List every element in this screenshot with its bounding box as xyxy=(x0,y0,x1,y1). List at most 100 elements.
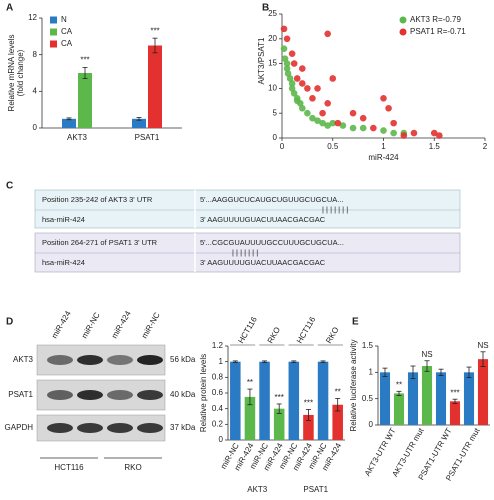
subgroup-label: HCT116 xyxy=(236,315,259,345)
legend-label: CA xyxy=(61,39,73,48)
bar xyxy=(303,414,314,440)
bar xyxy=(393,393,405,425)
base-pairs: | | | | | | | xyxy=(322,205,348,214)
y-tick-label: 0.6 xyxy=(212,388,224,397)
band xyxy=(47,390,73,400)
panel-label: B xyxy=(262,3,269,14)
point xyxy=(319,119,326,127)
mirna-sequence: 3' AAGUUUUGUACUUAACGACGAC xyxy=(200,215,326,224)
sequence-box xyxy=(34,189,461,229)
point xyxy=(430,129,438,137)
point xyxy=(309,114,316,122)
y-axis-label: Relative mRNA levels xyxy=(7,35,16,112)
y-tick-label: 10 xyxy=(268,84,277,93)
point xyxy=(299,104,306,112)
subgroup-label: RKO xyxy=(324,326,340,346)
point xyxy=(290,60,298,67)
y-tick-label: 0 xyxy=(369,420,374,429)
y-tick-label: 5 xyxy=(273,108,278,117)
y-tick-label: 25 xyxy=(268,9,277,18)
base-pairs: | | | | | | | xyxy=(232,248,258,257)
point xyxy=(314,85,321,92)
y-tick-label: 8 xyxy=(33,50,38,59)
point xyxy=(380,127,387,134)
point xyxy=(314,117,321,124)
legend-swatch xyxy=(50,16,57,24)
x-axis-label: miR-424 xyxy=(368,153,399,162)
point xyxy=(280,25,288,33)
mirna-name: hsa-miR-424 xyxy=(42,215,85,224)
point xyxy=(400,132,408,139)
annotation: ** xyxy=(396,380,402,389)
point xyxy=(324,30,331,38)
panel-label: E xyxy=(352,317,359,328)
band xyxy=(77,423,103,433)
protein-label: AKT3 xyxy=(13,355,34,364)
band xyxy=(47,355,73,365)
point xyxy=(319,109,326,117)
y-tick-label: 1.5 xyxy=(362,341,374,350)
bar xyxy=(148,45,162,128)
point xyxy=(410,129,418,137)
point xyxy=(304,85,311,92)
bar xyxy=(477,359,489,425)
y-tick-label: 4 xyxy=(33,86,38,95)
point xyxy=(339,122,347,129)
y-axis-label: (fold change) xyxy=(16,49,25,96)
lane-label: miR-424 xyxy=(110,309,133,340)
bar xyxy=(78,73,92,128)
bar xyxy=(449,401,461,425)
protein-label: GAPDH xyxy=(5,423,34,432)
y-tick-label: 0.5 xyxy=(362,394,374,403)
size-label: 40 kDa xyxy=(170,390,196,399)
point xyxy=(359,124,367,132)
y-tick-label: 0 xyxy=(273,133,278,142)
band xyxy=(107,390,133,400)
point xyxy=(359,114,367,122)
point xyxy=(324,99,331,107)
point xyxy=(329,75,337,82)
subgroup-label: RKO xyxy=(266,326,282,346)
cell-line-label: HCT116 xyxy=(54,463,84,472)
subgroup-label: HCT116 xyxy=(295,315,318,345)
point xyxy=(283,60,291,67)
x-tick-label: 0.5 xyxy=(327,142,339,151)
lane-label: miR-424 xyxy=(50,309,73,340)
y-axis-label: Relative protein levels xyxy=(199,354,208,432)
annotation: ** xyxy=(247,378,253,387)
point xyxy=(280,45,288,53)
x-tick-label: 1 xyxy=(381,142,386,151)
legend-swatch xyxy=(399,28,407,36)
y-tick-label: 0 xyxy=(219,435,224,444)
band xyxy=(47,423,73,433)
point xyxy=(349,124,357,132)
cell-line-label: RKO xyxy=(124,463,141,472)
band xyxy=(77,355,103,365)
bar xyxy=(230,361,241,440)
legend-label: PSAT1 R=-0.71 xyxy=(410,27,466,36)
legend-swatch xyxy=(50,40,57,48)
bar xyxy=(463,372,475,425)
annotation: ** xyxy=(335,388,341,397)
mirna-sequence: 3' AAGUUUUGUACUUAACGACGAC xyxy=(200,258,326,267)
point xyxy=(281,55,289,62)
y-tick-label: 0.8 xyxy=(212,372,224,381)
point xyxy=(286,75,294,82)
point xyxy=(284,70,292,77)
x-tick-label: PSAT1 xyxy=(135,133,160,142)
y-tick-label: 0.4 xyxy=(212,404,224,413)
sequence-title: Position 264-271 of PSAT1 3' UTR xyxy=(42,238,158,247)
point xyxy=(309,95,316,102)
y-tick-label: 1 xyxy=(369,367,374,376)
size-label: 37 kDa xyxy=(170,423,196,432)
annotation: *** xyxy=(150,26,159,35)
y-axis-label: Relative luciferase activity xyxy=(349,339,358,431)
point xyxy=(299,65,306,72)
point xyxy=(288,50,296,57)
bar xyxy=(317,361,329,440)
annotation: *** xyxy=(304,399,313,408)
annotation: *** xyxy=(450,388,459,397)
y-tick-label: 15 xyxy=(268,59,277,68)
point xyxy=(324,122,331,129)
